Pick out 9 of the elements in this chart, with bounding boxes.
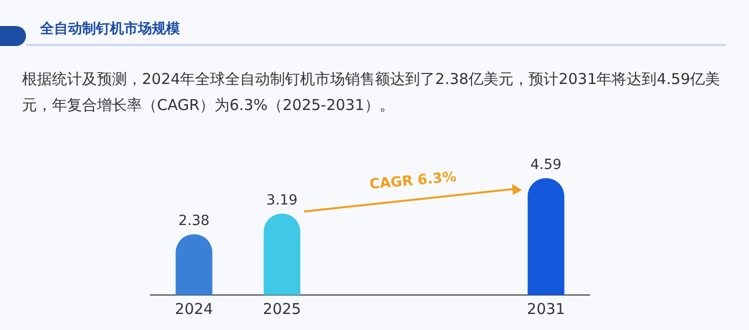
data-label: 4.59 (530, 157, 562, 174)
chart-subtitle: 根据统计及预测，2024年全球全自动制钉机市场销售额达到了2.38亿美元，预计2031年将达到4.59亿美元，年复合增长率（CAGR）为6.3%（2025-2031）。 (22, 69, 722, 116)
x-tick-label: 2024 (174, 300, 214, 318)
data-label: 2.38 (178, 213, 210, 230)
x-tick-label: 2031 (526, 300, 566, 318)
annotation: CAGR 6.3% (368, 168, 458, 194)
chart-title: 全自动制钉机市场规模 (40, 20, 180, 38)
data-label: 3.19 (266, 192, 298, 209)
x-tick-label: 2025 (262, 300, 302, 318)
